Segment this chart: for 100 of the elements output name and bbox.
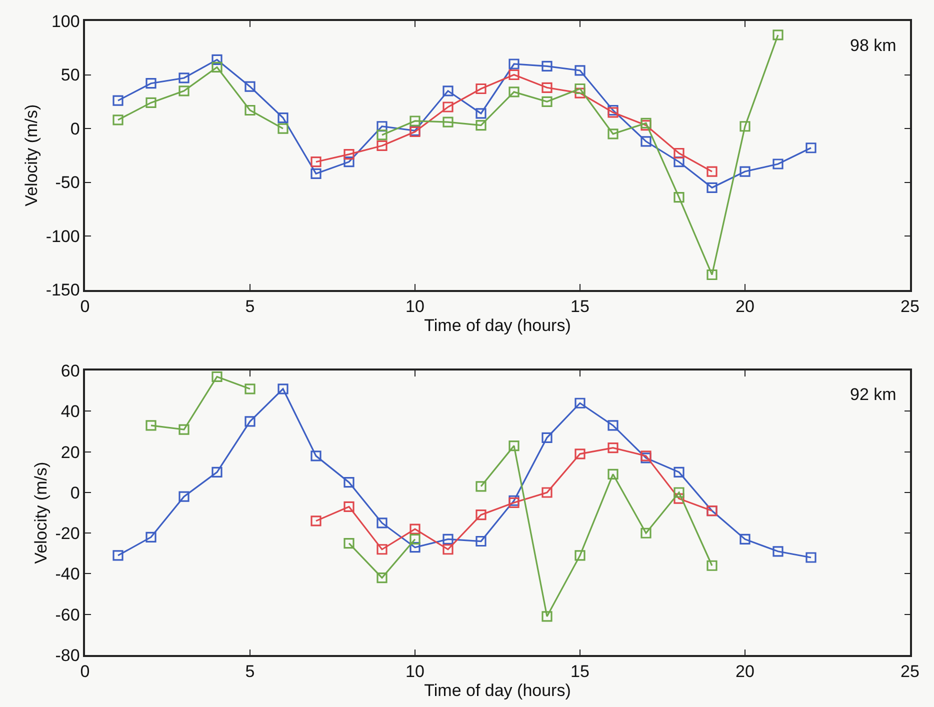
point: [178, 491, 190, 502]
point: [244, 416, 256, 427]
point: [376, 572, 388, 584]
y-tick-label: 50: [60, 66, 80, 85]
point: [740, 121, 750, 132]
point: [574, 550, 586, 561]
point: [476, 536, 486, 547]
point: [608, 420, 618, 431]
y-tick-label: -50: [55, 173, 80, 192]
x-tick-label: 10: [406, 296, 424, 316]
point: [772, 546, 784, 557]
point: [640, 118, 652, 128]
point: [508, 86, 520, 98]
point: [608, 107, 618, 118]
y-tick-label: -80: [55, 646, 80, 665]
point: [574, 88, 586, 98]
point: [178, 86, 190, 96]
point: [508, 69, 520, 80]
point: [674, 148, 684, 159]
point: [344, 538, 354, 549]
point: [278, 384, 288, 394]
point: [608, 468, 618, 480]
point: [574, 398, 586, 408]
point: [344, 156, 354, 168]
point: [344, 149, 354, 160]
point: [508, 58, 520, 70]
x-tick-label: 25: [900, 296, 920, 316]
point: [740, 534, 750, 545]
point: [674, 192, 684, 203]
point: [542, 96, 552, 107]
x-tick-label: 10: [406, 662, 424, 682]
y-tick-label: 0: [70, 119, 80, 138]
point: [410, 524, 420, 534]
point: [244, 384, 256, 394]
point: [542, 611, 552, 622]
point: [146, 420, 156, 431]
point: [376, 518, 388, 528]
point: [278, 123, 288, 134]
point: [310, 156, 322, 168]
point: [442, 534, 454, 545]
point: [212, 466, 222, 478]
point: [640, 528, 652, 538]
point: [442, 116, 454, 128]
point: [806, 142, 816, 154]
point: [212, 62, 222, 73]
point: [476, 510, 486, 520]
y-tick-label: 20: [60, 442, 80, 462]
point: [410, 534, 420, 545]
point: [410, 116, 420, 126]
point: [574, 65, 586, 76]
x-tick-label: 25: [900, 662, 920, 682]
x-axis-title: Time of day (hours): [424, 316, 571, 335]
point: [476, 481, 486, 492]
point: [376, 121, 388, 132]
point: [344, 477, 354, 488]
annotation: 98 km: [850, 36, 896, 55]
x-tick-label: 5: [245, 296, 255, 316]
x-tick-label: 20: [736, 662, 754, 682]
point: [608, 442, 618, 454]
point: [278, 112, 288, 124]
point: [806, 552, 816, 563]
y-tick-label: -100: [46, 226, 80, 246]
y-axis-title: Velocity (m/s): [22, 104, 41, 206]
point: [376, 130, 388, 140]
point: [178, 424, 190, 435]
point: [310, 450, 322, 462]
y-tick-label: 40: [60, 402, 80, 422]
y-tick-label: 100: [51, 12, 80, 31]
point: [574, 83, 586, 94]
x-tick-label: 20: [736, 296, 754, 316]
point: [146, 532, 156, 542]
point: [542, 82, 552, 93]
x-tick-label: 5: [245, 662, 255, 682]
point: [542, 60, 552, 72]
point: [706, 560, 718, 571]
point: [706, 182, 718, 193]
point: [212, 371, 222, 382]
point: [344, 501, 354, 512]
point: [608, 128, 618, 140]
x-axis-title: Time of day (hours): [424, 681, 571, 700]
point: [476, 83, 486, 94]
point: [674, 487, 684, 498]
point: [542, 432, 552, 443]
point: [112, 114, 124, 126]
point: [244, 81, 256, 92]
point: [442, 102, 454, 112]
point: [772, 158, 784, 170]
point: [508, 440, 520, 452]
point: [442, 86, 454, 96]
point: [244, 104, 256, 116]
point: [146, 97, 156, 108]
point: [112, 550, 124, 561]
y-tick-label: 0: [70, 483, 80, 502]
annotation: 92 km: [850, 385, 896, 404]
y-tick-label: 60: [60, 362, 80, 381]
point: [706, 269, 718, 280]
y-axis-title: Velocity (m/s): [31, 462, 50, 564]
point: [212, 54, 222, 66]
point: [772, 30, 784, 40]
y-tick-label: -60: [55, 605, 80, 624]
